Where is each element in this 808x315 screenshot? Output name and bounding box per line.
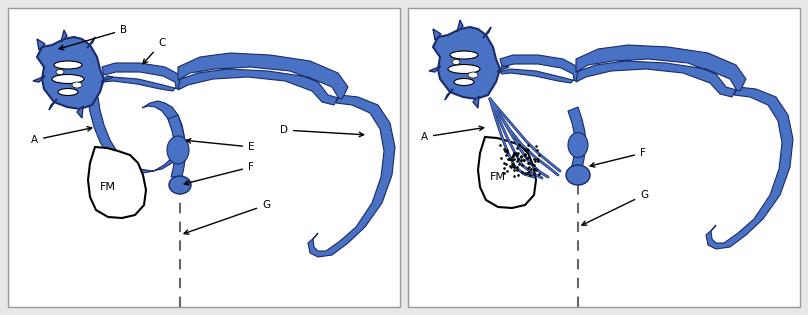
Polygon shape [576, 45, 746, 97]
Polygon shape [33, 76, 45, 82]
FancyBboxPatch shape [408, 8, 800, 307]
Text: G: G [582, 190, 648, 225]
Polygon shape [706, 87, 793, 249]
Polygon shape [473, 96, 479, 108]
Text: E: E [187, 139, 255, 152]
Ellipse shape [566, 165, 590, 185]
Polygon shape [445, 89, 453, 100]
Ellipse shape [468, 72, 478, 78]
Ellipse shape [52, 75, 84, 83]
Polygon shape [500, 55, 580, 83]
Polygon shape [88, 147, 146, 218]
Polygon shape [37, 39, 45, 50]
Polygon shape [433, 29, 441, 40]
Ellipse shape [448, 65, 480, 73]
Text: A: A [421, 126, 484, 142]
Polygon shape [429, 66, 441, 72]
Polygon shape [101, 76, 113, 82]
Polygon shape [568, 107, 586, 169]
Text: FM: FM [100, 182, 116, 192]
Text: G: G [184, 200, 270, 234]
Polygon shape [308, 95, 395, 257]
Ellipse shape [56, 70, 64, 75]
Text: A: A [31, 127, 92, 145]
Polygon shape [88, 97, 184, 173]
Polygon shape [483, 27, 491, 38]
Polygon shape [168, 115, 186, 177]
Polygon shape [37, 37, 104, 109]
Ellipse shape [58, 89, 78, 95]
Polygon shape [87, 37, 95, 48]
Polygon shape [49, 99, 57, 110]
Polygon shape [457, 20, 463, 32]
Ellipse shape [454, 78, 474, 85]
Text: B: B [59, 25, 127, 50]
Text: D: D [280, 125, 364, 137]
Polygon shape [61, 30, 67, 42]
Polygon shape [178, 53, 348, 105]
Text: FM: FM [490, 172, 506, 182]
FancyBboxPatch shape [8, 8, 400, 307]
Ellipse shape [167, 136, 189, 164]
Ellipse shape [568, 133, 588, 158]
Polygon shape [102, 63, 182, 91]
Text: F: F [590, 148, 646, 167]
Text: C: C [143, 38, 166, 64]
Ellipse shape [450, 51, 478, 59]
Ellipse shape [169, 176, 191, 194]
Ellipse shape [452, 60, 460, 65]
Ellipse shape [54, 61, 82, 69]
Polygon shape [497, 66, 509, 72]
Polygon shape [478, 137, 536, 208]
Text: F: F [184, 162, 254, 185]
Polygon shape [433, 27, 500, 99]
Ellipse shape [72, 82, 82, 88]
Polygon shape [77, 106, 83, 118]
